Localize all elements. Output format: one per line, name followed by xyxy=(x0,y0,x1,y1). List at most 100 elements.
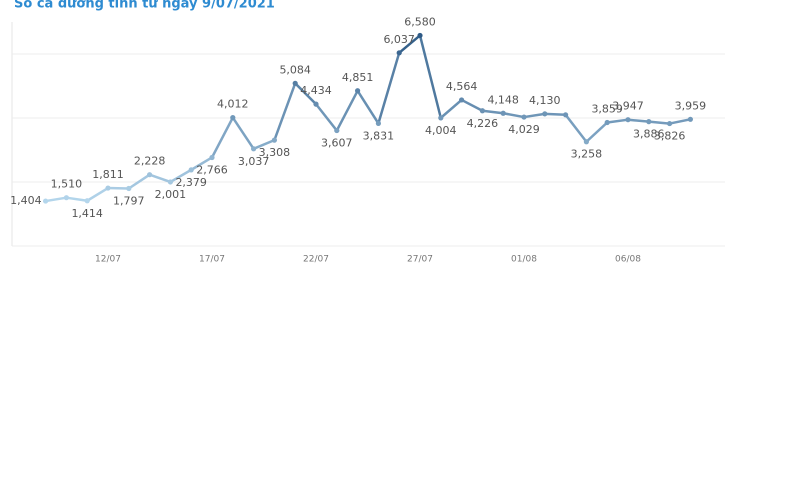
point xyxy=(84,198,90,204)
data-label: 4,029 xyxy=(508,123,540,136)
point xyxy=(667,120,673,127)
data-label: 2,228 xyxy=(134,155,166,168)
point xyxy=(355,88,361,94)
line-segment xyxy=(314,102,339,132)
x-tick-label: 12/07 xyxy=(95,255,121,265)
point xyxy=(500,110,506,116)
data-label: 3,886 xyxy=(633,128,665,141)
x-tick-label: 06/08 xyxy=(615,255,641,265)
data-label: 4,130 xyxy=(529,94,561,107)
line-segment xyxy=(189,156,214,172)
data-label: 4,564 xyxy=(446,80,478,93)
line-segment xyxy=(481,109,505,115)
data-label: 1,404 xyxy=(10,194,42,207)
data-label: 6,037 xyxy=(383,33,415,46)
point xyxy=(563,112,569,118)
data-label: 3,831 xyxy=(363,129,395,142)
data-label: 3,859 xyxy=(591,103,623,116)
line-segment xyxy=(356,89,380,125)
data-label: 5,084 xyxy=(279,63,311,76)
x-tick-label: 27/07 xyxy=(407,255,433,265)
point xyxy=(542,111,548,117)
point xyxy=(438,115,444,121)
line-segment xyxy=(501,112,526,119)
line-segment xyxy=(522,112,547,119)
point xyxy=(313,101,319,107)
point xyxy=(271,137,277,143)
x-tick-label: 17/07 xyxy=(199,255,225,265)
point xyxy=(209,154,215,161)
line-segment xyxy=(85,186,110,203)
line-segment xyxy=(585,121,609,143)
line-segment xyxy=(397,34,422,55)
point xyxy=(63,195,69,201)
line-segment xyxy=(626,118,651,123)
point xyxy=(375,120,381,127)
point xyxy=(479,108,485,114)
line-segment xyxy=(668,118,692,125)
data-label: 3,258 xyxy=(571,148,603,161)
line-segment xyxy=(460,98,484,113)
x-tick-label: 01/08 xyxy=(511,255,537,265)
line-segment xyxy=(273,82,297,142)
line-segment xyxy=(647,120,671,125)
line-segment xyxy=(231,116,255,151)
data-label: 6,580 xyxy=(404,15,436,28)
point xyxy=(292,80,298,86)
point xyxy=(167,179,173,185)
data-label: 4,148 xyxy=(487,93,519,106)
data-label: 3,607 xyxy=(321,137,353,150)
point xyxy=(646,119,652,125)
point xyxy=(459,97,465,103)
point xyxy=(687,116,694,122)
point xyxy=(230,115,236,121)
data-label: 3,308 xyxy=(259,146,291,159)
line-segment xyxy=(210,116,235,159)
data-label: 2,766 xyxy=(196,163,228,176)
point xyxy=(417,32,423,39)
point xyxy=(43,198,49,204)
point xyxy=(604,119,610,126)
data-label: 1,811 xyxy=(92,168,124,181)
data-label: 4,012 xyxy=(217,98,249,111)
point xyxy=(105,185,111,191)
line-segment xyxy=(439,98,463,120)
line-segment xyxy=(543,112,567,117)
point xyxy=(251,146,257,152)
line-segment xyxy=(418,34,443,120)
point xyxy=(126,185,132,192)
chart-title: Số ca dương tính từ ngày 9/07/2021 xyxy=(14,0,275,12)
point xyxy=(396,50,402,56)
line-segment xyxy=(44,196,68,203)
x-tick-label: 22/07 xyxy=(303,255,329,265)
data-label: 1,414 xyxy=(71,207,103,220)
data-label: 3,947 xyxy=(612,100,644,113)
point xyxy=(521,114,527,120)
data-label: 1,797 xyxy=(113,194,145,207)
point xyxy=(625,117,631,123)
line-segment xyxy=(127,173,151,190)
data-label: 3,959 xyxy=(675,99,707,112)
data-label: 4,434 xyxy=(300,84,332,97)
data-label: 3,037 xyxy=(238,155,270,168)
data-label: 2,379 xyxy=(175,176,207,189)
data-label: 4,004 xyxy=(425,124,457,137)
line-segment xyxy=(335,89,359,132)
line-segment xyxy=(605,118,630,124)
data-label: 3,826 xyxy=(654,130,686,143)
line-segment xyxy=(148,173,172,184)
line-segment xyxy=(169,168,193,184)
line-segment xyxy=(564,113,588,143)
line-segment xyxy=(252,138,276,151)
point xyxy=(583,139,590,145)
point xyxy=(334,127,340,134)
line-segment xyxy=(293,82,318,106)
point xyxy=(147,172,153,178)
data-label: 1,510 xyxy=(51,178,83,191)
line-segment xyxy=(65,196,89,203)
line-segment xyxy=(377,51,401,125)
point xyxy=(188,167,194,173)
data-label: 4,226 xyxy=(467,117,499,130)
